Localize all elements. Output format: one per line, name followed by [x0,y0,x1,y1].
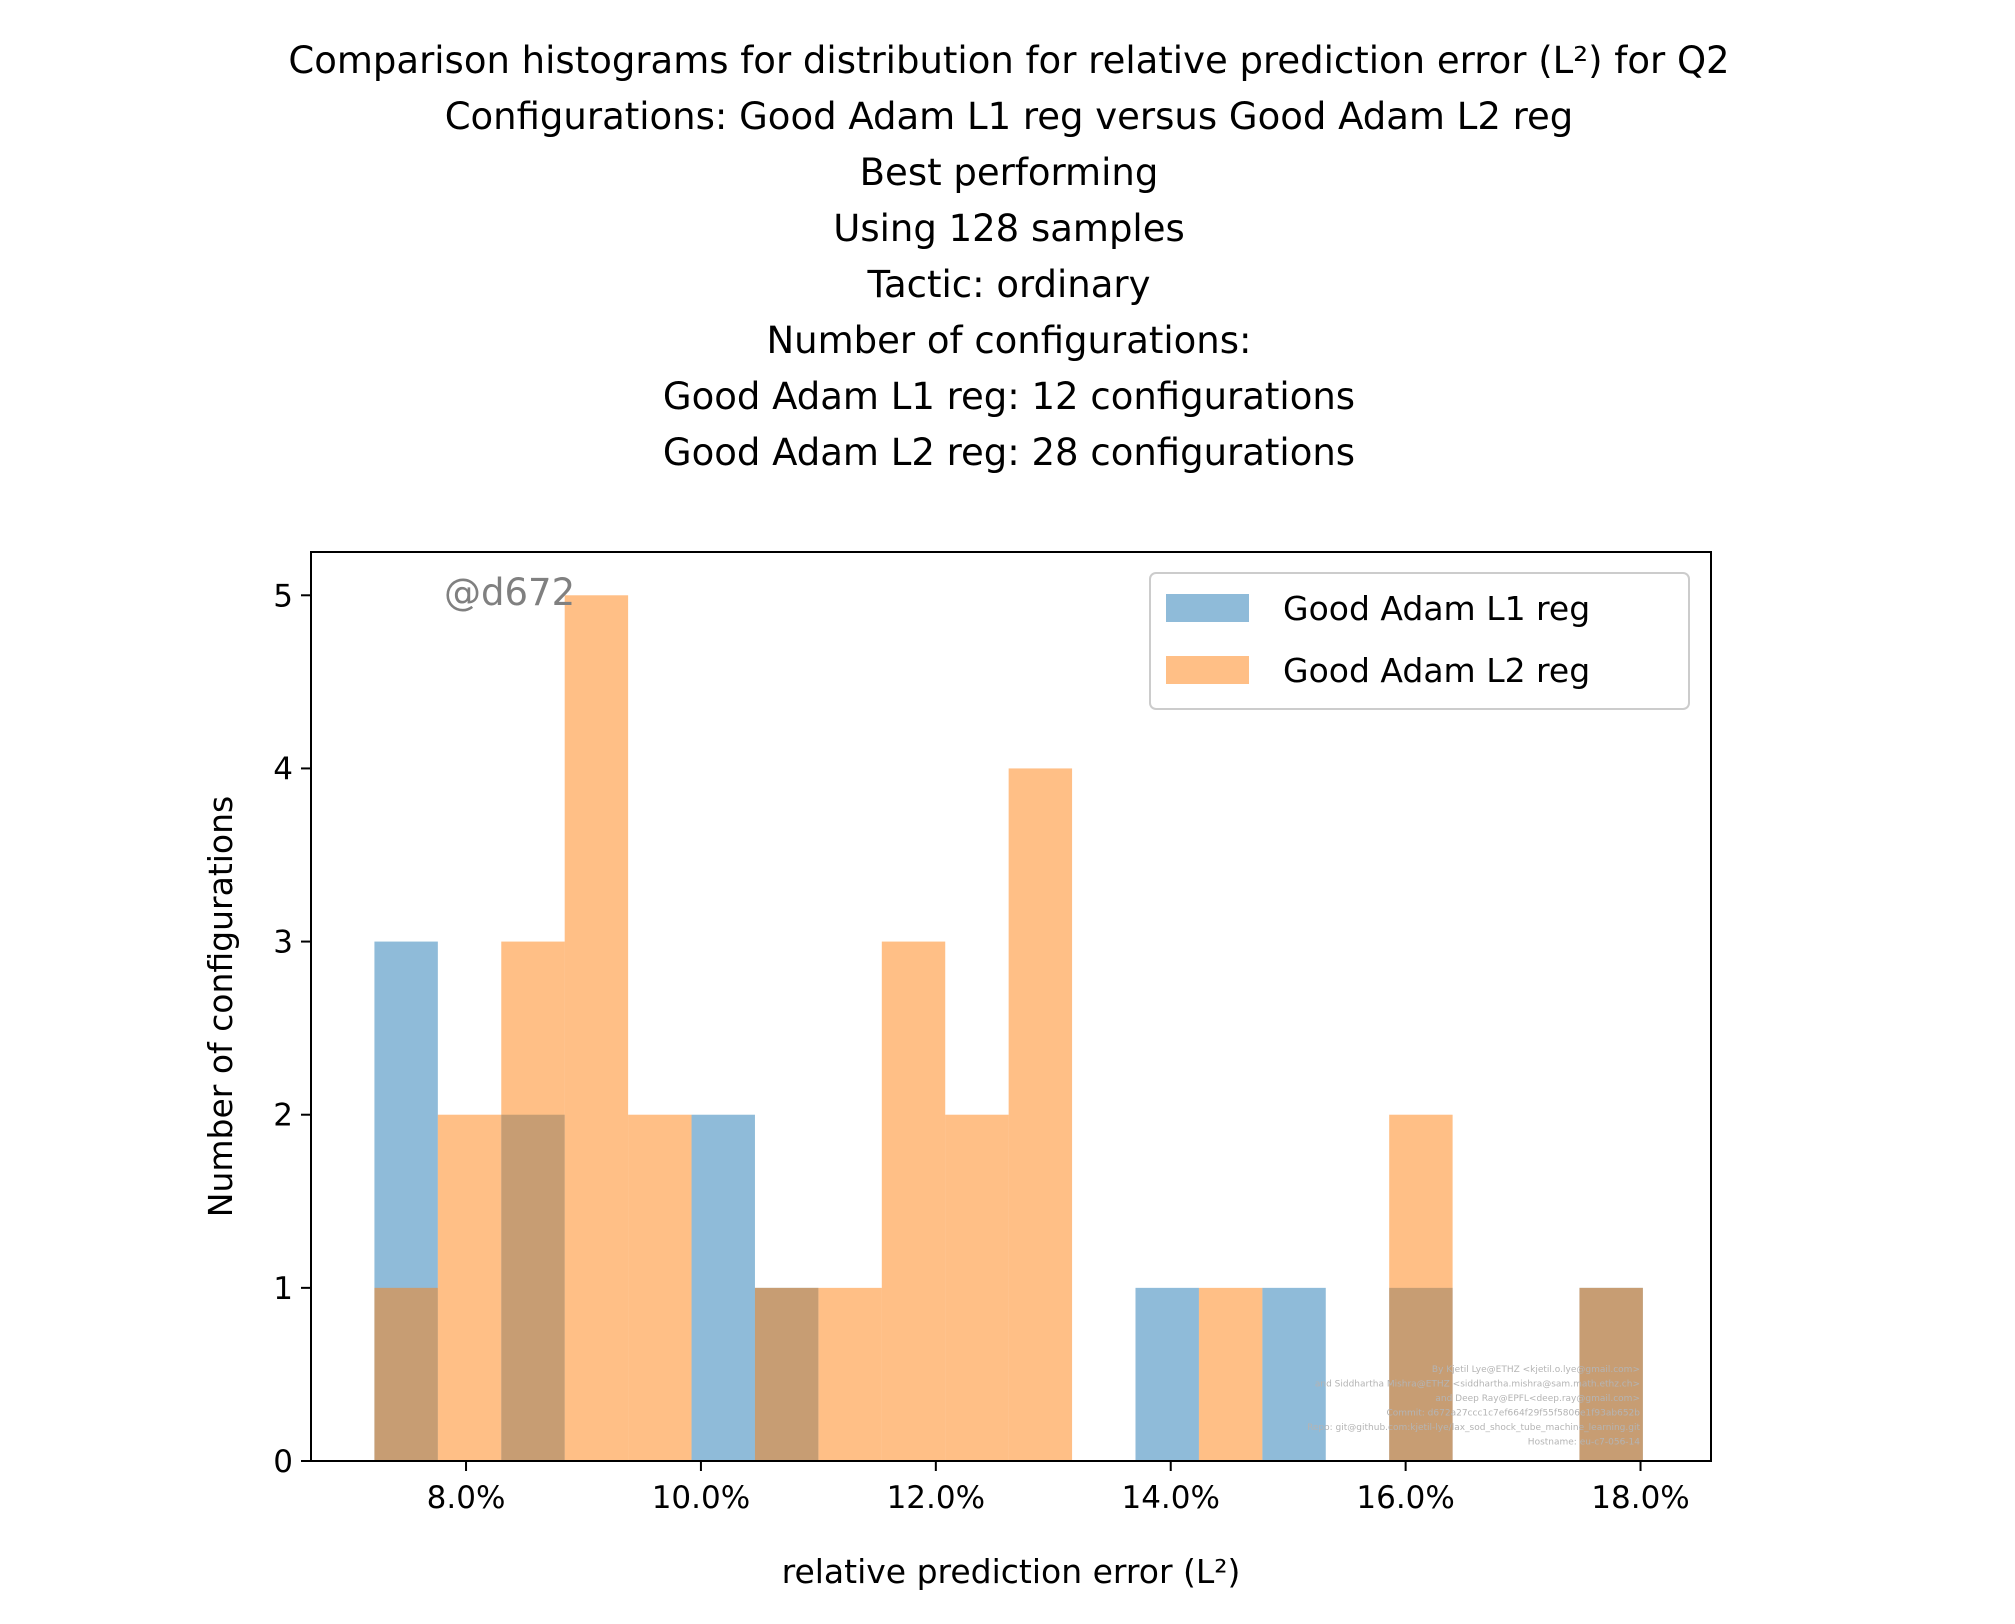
histogram-bar-series-2 [437,1114,502,1461]
histogram-bar-series-1 [1262,1287,1326,1461]
histogram-bar-series-2 [1008,768,1073,1461]
histogram-bar-series-1 [1135,1287,1199,1461]
legend-swatch [1166,656,1249,684]
chart-title-line: Good Adam L1 reg: 12 configurations [663,375,1355,418]
credit-line: Repo: git@github.com:kjetil-lye/lax_sod_… [1307,1423,1640,1433]
chart-title-line: Comparison histograms for distribution f… [288,39,1729,82]
plot-frame [310,551,1712,1462]
legend-label: Good Adam L1 reg [1283,589,1590,628]
y-tick-label: 3 [273,925,293,961]
histogram-bar-series-2 [945,1114,1009,1461]
histogram-bars [374,595,1643,1461]
x-tick-label: 12.0% [887,1480,985,1516]
histogram-bar-series-2 [1579,1287,1643,1461]
y-tick-label: 4 [273,751,293,787]
credit-line: and Siddhartha Mishra@ETHZ <siddhartha.m… [1315,1380,1640,1390]
chart-title: Comparison histograms for distribution f… [288,39,1729,474]
y-tick-label: 1 [273,1271,293,1307]
credit-line: Commit: d672a27ccc1c7ef664f29f55f5806e1f… [1386,1409,1640,1419]
legend-swatch [1166,594,1249,622]
watermark-text: @d672 [444,571,575,614]
x-axis-label: relative prediction error (L²) [782,1552,1241,1591]
y-axis-ticks: 0 1 2 3 4 5 [273,578,311,1480]
y-tick-label: 2 [273,1098,293,1134]
histogram-bar-series-2 [501,941,565,1461]
legend: Good Adam L1 reg Good Adam L2 reg [1149,572,1690,710]
chart-title-line: Best performing [860,151,1159,194]
y-tick-label: 0 [273,1444,293,1480]
histogram-bar-series-2 [881,941,946,1461]
legend-box [1149,572,1690,710]
histogram-bar-series-2 [754,1287,819,1461]
x-tick-label: 18.0% [1591,1480,1689,1516]
x-tick-label: 16.0% [1356,1480,1454,1516]
chart-title-line: Configurations: Good Adam L1 reg versus … [445,95,1574,138]
credits-block: By Kjetil Lye@ETHZ <kjetil.o.lye@gmail.c… [1307,1365,1640,1448]
x-axis-ticks: 8.0% 10.0% 12.0% 14.0% 16.0% 18.0% [427,1461,1690,1516]
credit-line: Hostname: eu-c7-056-14 [1528,1438,1640,1448]
chart-title-line: Good Adam L2 reg: 28 configurations [663,431,1355,474]
legend-label: Good Adam L2 reg [1283,651,1590,690]
chart-title-line: Tactic: ordinary [866,263,1150,306]
histogram-bar-series-2 [818,1287,882,1461]
histogram-bar-series-1 [691,1114,755,1461]
histogram-bar-series-2 [374,1287,438,1461]
chart-title-line: Number of configurations: [767,319,1252,362]
x-tick-label: 10.0% [652,1480,750,1516]
credit-line: By Kjetil Lye@ETHZ <kjetil.o.lye@gmail.c… [1432,1365,1640,1375]
y-axis-label: Number of configurations [201,796,240,1217]
histogram-bar-series-2 [564,595,629,1461]
chart-title-line: Using 128 samples [833,207,1185,250]
histogram-bar-series-2 [1389,1114,1453,1461]
credit-line: and Deep Ray@EPFL<deep.ray@gmail.com> [1435,1394,1640,1404]
histogram-bar-series-2 [1198,1287,1263,1461]
histogram-bar-series-2 [628,1114,692,1461]
y-tick-label: 5 [273,578,293,614]
x-tick-label: 14.0% [1121,1480,1219,1516]
x-tick-label: 8.0% [427,1480,506,1516]
